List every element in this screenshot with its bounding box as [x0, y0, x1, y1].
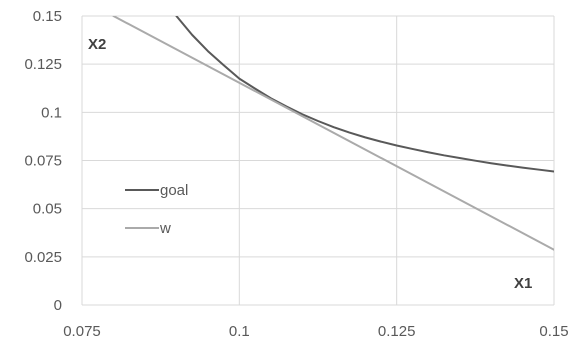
y-tick-label: 0.025 [24, 249, 62, 266]
x-axis-title: X1 [514, 275, 532, 292]
legend-label-w: w [159, 220, 171, 237]
legend: goal w [125, 182, 188, 237]
x-tick-label: 0.125 [378, 323, 416, 340]
y-tick-label: 0.125 [24, 56, 62, 73]
y-tick-label: 0.15 [33, 8, 62, 25]
y-tick-label: 0.1 [41, 104, 62, 121]
x-tick-labels: 0.075 0.1 0.125 0.15 [63, 323, 568, 340]
legend-label-goal: goal [160, 182, 188, 199]
series-line-w [112, 16, 554, 251]
y-tick-labels: 0 0.025 0.05 0.075 0.1 0.125 0.15 [24, 8, 62, 314]
grid [81, 15, 555, 306]
series-line-goal [175, 16, 554, 173]
x-tick-label: 0.1 [229, 323, 250, 340]
y-tick-label: 0.075 [24, 153, 62, 170]
x-tick-label: 0.075 [63, 323, 101, 340]
x-tick-label: 0.15 [539, 323, 568, 340]
y-axis-title: X2 [88, 36, 106, 53]
y-tick-label: 0 [54, 297, 62, 314]
series-layer [112, 16, 554, 251]
y-tick-label: 0.05 [33, 201, 62, 218]
